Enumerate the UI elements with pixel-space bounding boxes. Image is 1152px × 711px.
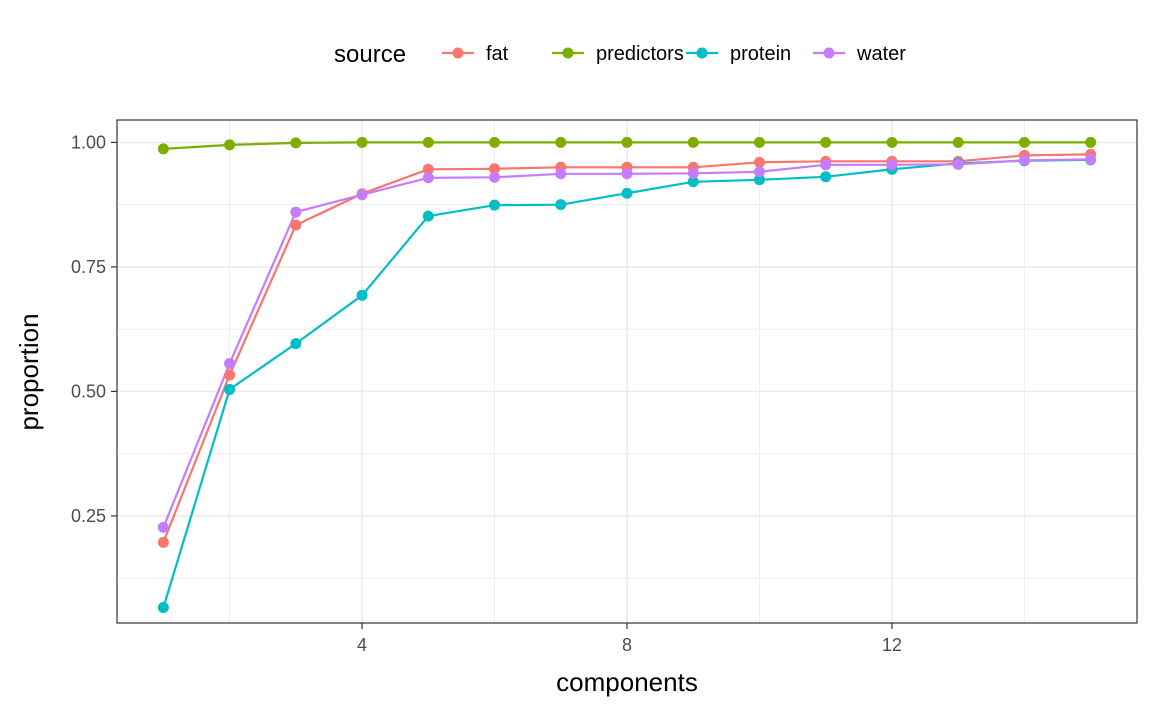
data-point-predictors [290,137,302,149]
data-point-water [621,168,633,180]
y-tick-label: 0.50 [71,381,106,401]
data-point-predictors [886,136,898,148]
data-point-water [489,171,501,183]
data-point-predictors [555,136,567,148]
data-point-water [1085,153,1097,165]
data-point-fat [290,219,302,231]
x-axis-title: components [556,667,698,697]
data-point-water [224,358,236,370]
data-point-protein [820,171,832,183]
data-point-water [886,159,898,171]
data-point-water [753,166,765,178]
y-tick-label: 0.25 [71,506,106,526]
data-point-water [820,159,832,171]
data-point-predictors [224,139,236,151]
y-tick-label: 0.75 [71,257,106,277]
data-point-fat [422,163,434,175]
data-point-water [157,521,169,533]
data-point-fat [753,156,765,168]
legend-label: fat [486,43,509,65]
data-point-predictors [952,136,964,148]
data-point-water [555,168,567,180]
data-point-water [687,167,699,179]
data-point-protein [422,210,434,222]
legend-item-fat: fat [442,43,509,65]
legend: source fat predictors protein water [334,41,906,68]
legend-label: water [856,43,906,65]
legend-item-protein: protein [686,43,791,65]
data-point-protein [555,199,567,211]
legend-key-point [696,47,708,59]
data-point-protein [224,383,236,395]
data-point-protein [290,338,302,350]
data-point-predictors [489,136,501,148]
data-point-predictors [820,136,832,148]
data-point-predictors [687,136,699,148]
data-point-fat [224,369,236,381]
data-point-water [422,172,434,184]
x-tick-label: 12 [882,635,902,655]
legend-label: protein [730,43,791,65]
data-point-water [290,206,302,218]
x-tick-label: 4 [357,635,367,655]
y-tick-label: 1.00 [71,132,106,152]
data-point-fat [157,536,169,548]
data-point-predictors [1085,136,1097,148]
legend-title: source [334,41,406,68]
data-point-water [1018,154,1030,166]
x-tick-label: 8 [622,635,632,655]
legend-key-point [562,47,574,59]
data-point-protein [356,289,368,301]
data-point-predictors [422,136,434,148]
data-point-predictors [621,136,633,148]
legend-key-point [823,47,835,59]
legend-item-water: water [813,43,906,65]
data-point-protein [489,199,501,211]
data-point-protein [687,176,699,188]
data-point-predictors [753,136,765,148]
legend-item-predictors: predictors [552,43,684,65]
data-point-protein [621,187,633,199]
data-point-predictors [1018,136,1030,148]
legend-label: predictors [596,43,684,65]
legend-key-point [452,47,464,59]
data-point-predictors [356,136,368,148]
x-axis: 4 8 12 [357,623,902,655]
y-axis-title: proportion [14,313,44,430]
data-point-fat [489,163,501,175]
data-point-water [952,158,964,170]
data-point-protein [157,602,169,614]
data-point-water [356,189,368,201]
series-points [157,136,1097,614]
data-point-predictors [157,143,169,155]
y-axis: 0.25 0.50 0.75 1.00 [71,132,117,526]
data-point-protein [753,174,765,186]
